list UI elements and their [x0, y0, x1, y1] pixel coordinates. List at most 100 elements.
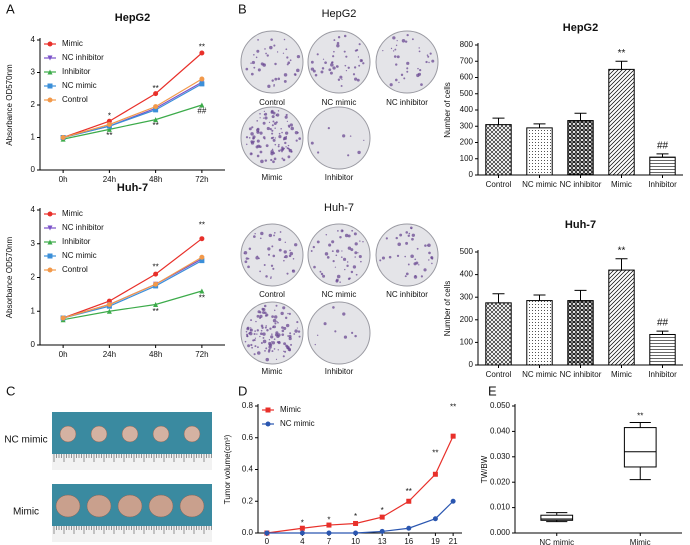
colony: [279, 231, 282, 233]
colony: [359, 240, 361, 242]
colony: [286, 272, 289, 275]
colony: [343, 34, 347, 38]
legend-label: NC mimic: [62, 81, 97, 90]
colony: [256, 119, 259, 122]
colony: [273, 234, 275, 237]
colony: [250, 72, 254, 76]
colony: [337, 36, 341, 39]
colony: [272, 326, 274, 329]
colony: [256, 49, 260, 53]
colony: [331, 240, 335, 244]
data-point: [326, 530, 332, 536]
colony: [277, 341, 281, 345]
ruler: [52, 526, 212, 542]
colony: [294, 130, 299, 135]
colony: [431, 262, 433, 265]
annotation: **: [450, 403, 456, 412]
colony: [251, 126, 254, 129]
colony: [272, 254, 276, 258]
y-tick-label: 0.2: [242, 496, 254, 505]
x-tick-label: 13: [378, 537, 387, 545]
colony: [274, 77, 278, 81]
colony: [274, 333, 278, 337]
colony: [289, 332, 292, 335]
colony: [243, 252, 245, 254]
colony: [425, 60, 428, 64]
colony: [278, 143, 280, 146]
colony: [269, 45, 273, 50]
colony: [396, 39, 398, 42]
colony: [267, 253, 270, 256]
colony: [322, 58, 325, 60]
data-point: [326, 522, 332, 528]
colony: [255, 256, 259, 260]
x-tick-label: 24h: [103, 350, 116, 359]
colony: [287, 335, 289, 337]
error-bar: [615, 258, 628, 271]
colony: [293, 333, 296, 335]
whisker: [546, 512, 568, 523]
colony: [281, 131, 283, 134]
colony: [278, 149, 281, 152]
colony: [275, 358, 278, 360]
colony: [406, 61, 410, 65]
colony: [335, 279, 339, 283]
colony: [392, 50, 395, 52]
tumor: [90, 425, 108, 443]
y-tick-label: 1: [31, 133, 36, 142]
colony: [333, 39, 336, 42]
colony: [259, 150, 263, 154]
y-tick-label: 100: [460, 154, 474, 163]
colony: [264, 314, 267, 317]
colony: [290, 343, 293, 346]
panel-label: B: [238, 1, 247, 16]
colony: [427, 243, 431, 248]
colony: [419, 69, 422, 72]
colony: [261, 326, 264, 329]
data-point: [47, 267, 53, 273]
colony: [389, 83, 393, 87]
error-bar: [533, 123, 546, 128]
colony: [330, 63, 334, 67]
colony: [298, 335, 301, 338]
x-tick-label: 72h: [195, 350, 208, 359]
culture-dish: [240, 30, 304, 94]
legend-label: Mimic: [62, 39, 83, 48]
box: [540, 514, 574, 521]
colony: [395, 78, 398, 82]
colony: [287, 148, 290, 150]
colony: [297, 131, 299, 134]
colony: [264, 138, 266, 140]
series-line: [62, 238, 203, 319]
colony: [396, 55, 400, 59]
x-tick-label: NC mimic: [522, 370, 557, 379]
colony: [259, 112, 261, 115]
colony: [385, 237, 388, 240]
legend-label: Inhibitor: [62, 67, 91, 76]
colony: [254, 337, 257, 339]
colony: [404, 255, 407, 258]
colony: [271, 333, 273, 335]
colony: [273, 44, 276, 47]
annotation: **: [618, 245, 626, 256]
legend-label: Control: [62, 95, 88, 104]
colony: [404, 275, 407, 278]
colony: [322, 274, 326, 278]
data-point: [47, 41, 53, 47]
data-point: [106, 308, 112, 314]
colony: [335, 249, 340, 253]
colony: [272, 318, 277, 323]
ruler: [52, 454, 212, 470]
data-point: [47, 69, 53, 75]
colony: [358, 43, 361, 46]
data-point: [265, 407, 271, 413]
colony: [273, 348, 276, 350]
colony: [286, 56, 289, 59]
colony: [271, 132, 274, 135]
y-tick-label: 0.040: [490, 427, 511, 436]
colony: [351, 229, 354, 232]
colony: [310, 67, 315, 71]
colony: [336, 274, 341, 279]
colony: [244, 340, 247, 343]
colony: [252, 135, 256, 139]
